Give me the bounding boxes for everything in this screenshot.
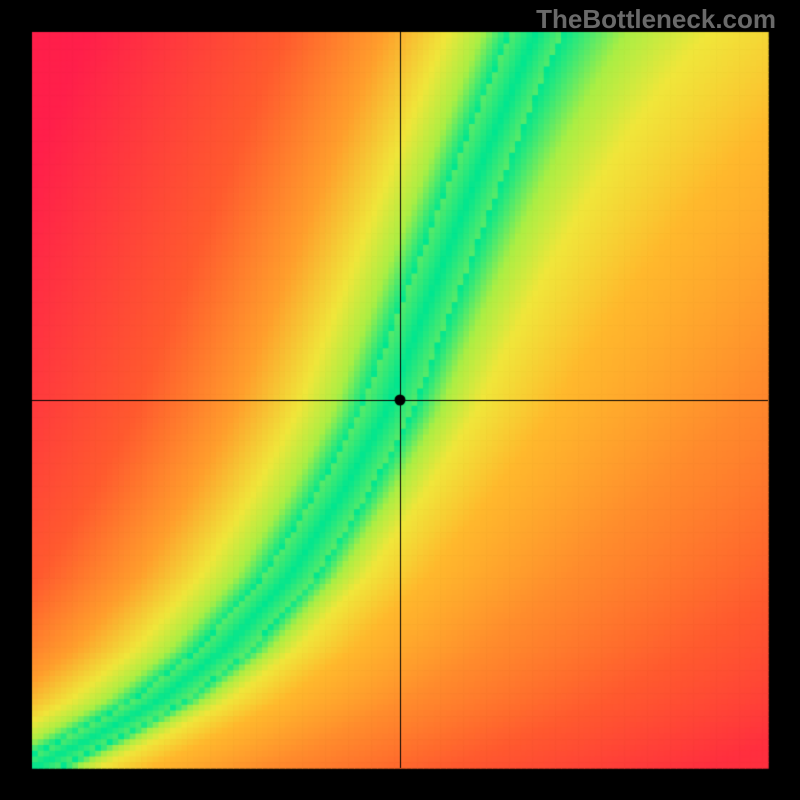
bottleneck-heatmap [0,0,800,800]
chart-container: TheBottleneck.com [0,0,800,800]
watermark-text: TheBottleneck.com [536,4,776,35]
